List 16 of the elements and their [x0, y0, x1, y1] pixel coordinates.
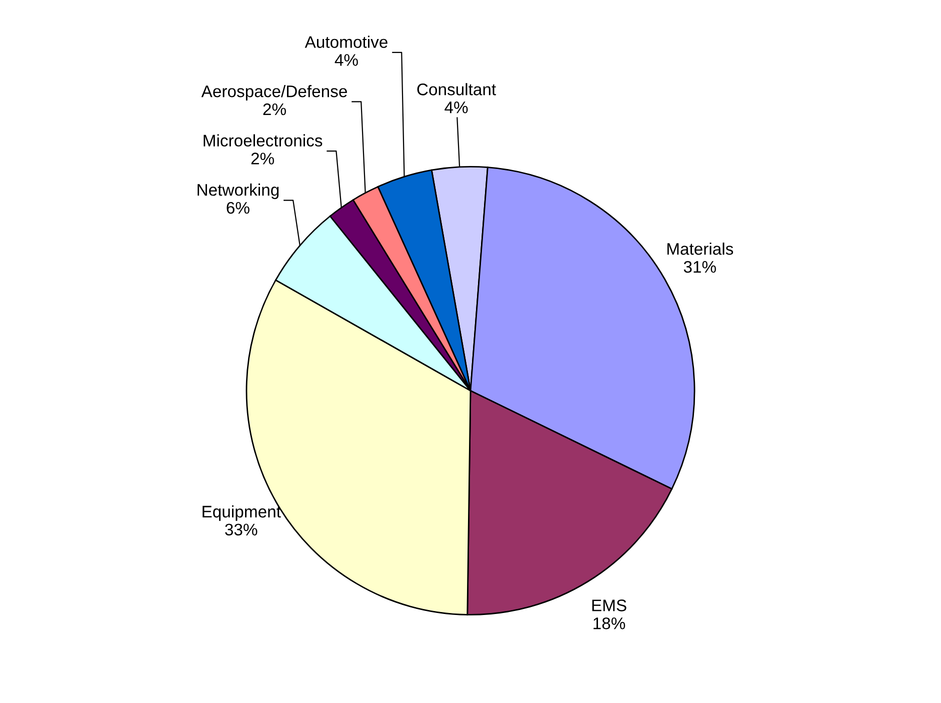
data-label: 4% [444, 102, 468, 114]
slice-label: Equipment [202, 505, 281, 521]
data-label: 33% [225, 524, 258, 536]
slice-label: Materials [667, 242, 734, 255]
data-label: 2% [251, 152, 274, 164]
data-label: 6% [226, 202, 250, 214]
slice-label: Microelectronics [204, 134, 322, 147]
slice-label: Consultant [417, 83, 496, 96]
slice-label: Aerospace/Defense [201, 84, 347, 101]
data-label: 18% [594, 617, 626, 630]
slice-label: Automotive [304, 36, 388, 48]
data-label: 31% [684, 260, 716, 273]
data-label: 2% [263, 103, 286, 116]
slice-label: Networking [198, 184, 279, 200]
data-label: 4% [334, 54, 358, 66]
slice-label: EMS [592, 600, 626, 612]
